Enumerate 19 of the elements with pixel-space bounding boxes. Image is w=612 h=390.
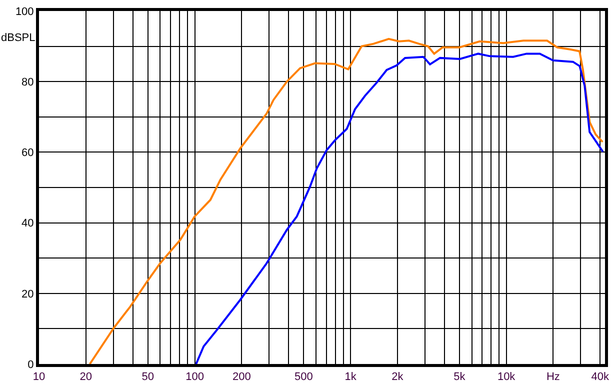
y-tick-label: 0 [28, 358, 34, 371]
x-tick-label: 1k [344, 371, 357, 384]
x-tick-label: 50 [142, 371, 154, 384]
x-tick-label: 100 [186, 371, 204, 384]
x-tick-label: 10k [497, 371, 516, 384]
y-axis-title: dBSPL [1, 32, 36, 44]
x-tick-label: 5k [454, 371, 466, 384]
y-tick-label: 40 [22, 218, 34, 230]
x-tick-label: 200 [232, 371, 251, 384]
x-tick-label: Hz [546, 371, 560, 384]
y-tick-label: 60 [22, 147, 34, 160]
y-tick-label: 20 [22, 288, 34, 300]
y-tick-label: 100 [15, 6, 34, 18]
x-tick-label: 20 [80, 371, 92, 384]
x-tick-label: 40k [591, 371, 610, 384]
x-tick-label: 500 [294, 371, 313, 384]
y-tick-label: 80 [22, 76, 34, 88]
x-tick-label: 2k [392, 371, 404, 384]
x-tick-label: 10 [32, 371, 46, 384]
